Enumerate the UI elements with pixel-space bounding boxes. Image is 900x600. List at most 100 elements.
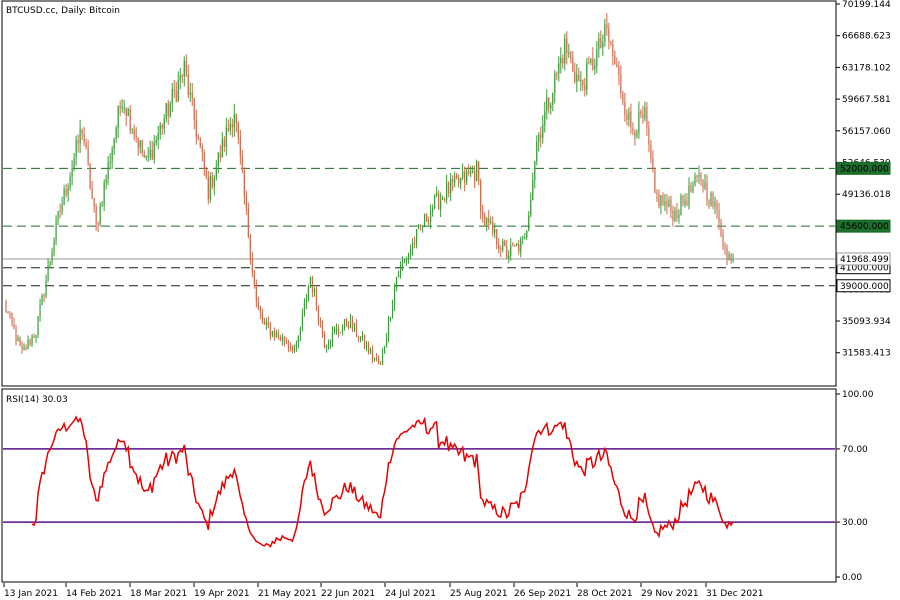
candle <box>446 174 448 204</box>
candle <box>203 149 205 176</box>
candle <box>33 333 35 339</box>
candle <box>371 345 374 364</box>
candle <box>568 43 570 58</box>
candle <box>223 136 225 152</box>
candle <box>704 174 706 191</box>
candle <box>472 165 474 174</box>
candle <box>77 134 79 153</box>
candle <box>19 336 21 347</box>
candle <box>59 203 61 219</box>
candle <box>27 335 29 350</box>
candle <box>341 324 344 336</box>
candle <box>83 126 85 147</box>
price-tick-label: 59667.581 <box>842 95 891 105</box>
candle <box>421 225 424 233</box>
candle <box>65 184 67 198</box>
candle <box>480 178 482 220</box>
candle <box>175 82 177 103</box>
time-tick-label: 13 Jan 2021 <box>4 589 58 599</box>
candle <box>428 216 430 226</box>
candle <box>225 117 227 156</box>
rsi-axis: 100.00 70.00 30.00 0.00 <box>836 390 874 583</box>
candle <box>532 172 534 201</box>
candle <box>337 324 340 338</box>
candle <box>107 156 109 186</box>
candle <box>241 150 243 174</box>
candle <box>622 90 624 106</box>
candle <box>265 317 267 330</box>
rsi-series <box>31 415 734 548</box>
candle <box>548 97 550 114</box>
candle <box>634 129 636 146</box>
candle <box>275 329 277 338</box>
candle <box>646 102 648 136</box>
candle <box>600 30 602 49</box>
candle <box>21 341 23 355</box>
price-axis: 70199.144 66688.623 63178.102 59667.581 5615… <box>836 0 891 359</box>
candle <box>564 33 566 71</box>
candle <box>383 345 386 354</box>
candle <box>650 140 652 164</box>
candle <box>155 135 157 146</box>
candle <box>339 332 342 334</box>
candle <box>221 132 223 158</box>
time-tick-label: 19 Apr 2021 <box>194 589 250 599</box>
candle <box>261 308 263 324</box>
candle <box>11 312 13 327</box>
candle <box>536 135 538 166</box>
candle <box>273 327 275 342</box>
candle <box>686 193 688 206</box>
candle <box>438 190 440 211</box>
candle <box>682 194 684 207</box>
candle <box>133 124 135 141</box>
level-label-box <box>836 161 891 175</box>
candle <box>516 242 518 247</box>
rsi-panel-frame <box>1 388 837 583</box>
candle <box>281 333 283 346</box>
time-tick-label: 28 Oct 2021 <box>577 589 633 599</box>
candle <box>492 216 494 237</box>
candle <box>550 102 552 115</box>
candle <box>209 171 211 204</box>
candle <box>313 287 316 297</box>
candle <box>367 341 370 355</box>
price-tick-label: 56157.060 <box>842 127 891 137</box>
rsi-panel[interactable]: 100.00 70.00 30.00 0.00 RSI(14) 30.03 <box>1 388 874 583</box>
price-panel[interactable]: 70199.144 66688.623 63178.102 59667.581 5615… <box>1 0 891 387</box>
time-tick-label: 18 Mar 2021 <box>130 589 187 599</box>
candle <box>5 299 7 313</box>
candle <box>305 293 308 310</box>
candle <box>255 279 257 308</box>
candle <box>730 253 732 264</box>
candle <box>391 299 394 319</box>
candle <box>660 195 662 215</box>
candle <box>436 186 438 198</box>
candle <box>81 128 83 141</box>
candle <box>588 56 590 65</box>
candle <box>484 212 486 227</box>
candle <box>413 236 416 249</box>
candle <box>323 331 326 349</box>
candle <box>524 232 526 240</box>
candle <box>604 18 606 47</box>
candle <box>317 305 320 326</box>
candle <box>676 202 678 222</box>
candle <box>570 50 572 64</box>
candle <box>566 31 568 65</box>
candle <box>381 348 384 366</box>
candle <box>343 318 346 331</box>
candle <box>620 65 622 99</box>
candle <box>163 114 165 135</box>
candle <box>373 357 376 362</box>
candle <box>71 160 73 186</box>
level-label: 41000.000 <box>840 264 889 274</box>
candle <box>181 73 183 83</box>
level-label-box <box>836 219 891 233</box>
candle <box>411 238 414 256</box>
candle <box>658 189 660 209</box>
candle <box>63 184 65 206</box>
candle <box>510 238 512 261</box>
candle <box>113 137 115 155</box>
candle <box>237 121 239 145</box>
